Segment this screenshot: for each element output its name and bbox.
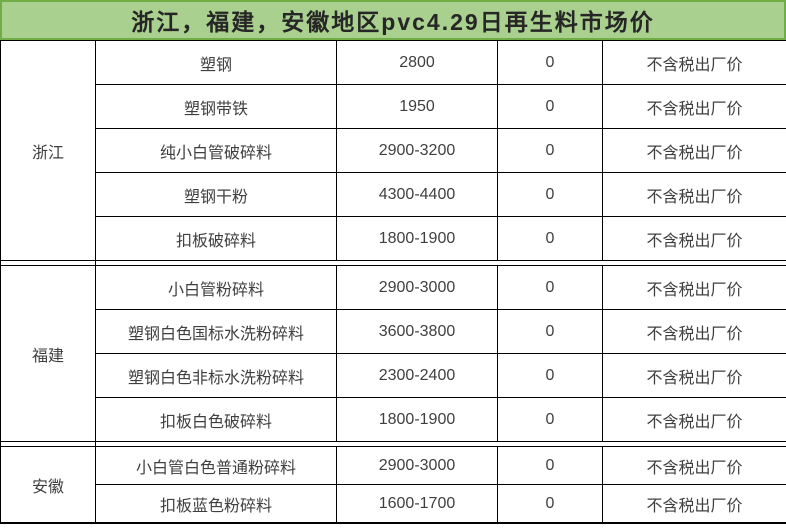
- region-cell: 福建: [0, 265, 96, 442]
- change-cell: 0: [497, 128, 603, 173]
- note-cell: 不含税出厂价: [602, 172, 786, 217]
- table-row: 塑钢干粉 4300-4400 0 不含税出厂价: [1, 172, 786, 217]
- price-cell: 1800-1900: [336, 397, 498, 442]
- table-title: 浙江，福建，安徽地区pvc4.29日再生料市场价: [0, 0, 786, 40]
- table-row: 塑钢白色非标水洗粉碎料 2300-2400 0 不含税出厂价: [1, 353, 786, 398]
- material-cell: 小白管白色普通粉碎料: [95, 446, 337, 485]
- change-cell: 0: [497, 446, 603, 485]
- change-cell: 0: [497, 265, 603, 310]
- region-cell: 浙江: [0, 40, 96, 261]
- material-cell: 塑钢: [95, 40, 337, 85]
- price-cell: 2800: [336, 40, 498, 85]
- change-cell: 0: [497, 397, 603, 442]
- material-cell: 扣板蓝色粉碎料: [95, 484, 337, 524]
- material-cell: 塑钢白色国标水洗粉碎料: [95, 309, 337, 354]
- price-cell: 1600-1700: [336, 484, 498, 524]
- note-cell: 不含税出厂价: [602, 128, 786, 173]
- group-separator-region-cell: [0, 260, 96, 266]
- change-cell: 0: [497, 216, 603, 261]
- price-table: 浙江 塑钢 2800 0 不含税出厂价 塑钢带铁 1950 0 不含税出厂价 纯小白管破碎料 290…: [0, 40, 786, 524]
- material-cell: 扣板破碎料: [95, 216, 337, 261]
- table-row: 塑钢带铁 1950 0 不含税出厂价: [1, 84, 786, 129]
- price-cell: 2900-3000: [336, 265, 498, 310]
- material-cell: 纯小白管破碎料: [95, 128, 337, 173]
- table-row: 福建 小白管粉碎料 2900-3000 0 不含税出厂价: [0, 265, 786, 442]
- table-row: 安徽 小白管白色普通粉碎料 2900-3000 0 不含税出厂价: [0, 446, 786, 524]
- change-cell: 0: [497, 353, 603, 398]
- change-cell: 0: [497, 484, 603, 524]
- note-cell: 不含税出厂价: [602, 309, 786, 354]
- price-cell: 2900-3000: [336, 446, 498, 485]
- note-cell: 不含税出厂价: [602, 265, 786, 310]
- table-row: 浙江 塑钢 2800 0 不含税出厂价: [0, 40, 786, 261]
- price-cell: 2900-3200: [336, 128, 498, 173]
- change-cell: 0: [497, 172, 603, 217]
- price-cell: 4300-4400: [336, 172, 498, 217]
- note-cell: 不含税出厂价: [602, 353, 786, 398]
- table-row: 扣板白色破碎料 1800-1900 0 不含税出厂价: [1, 397, 786, 442]
- table-row: 扣板蓝色粉碎料 1600-1700 0 不含税出厂价: [1, 484, 786, 524]
- price-cell: 1950: [336, 84, 498, 129]
- note-cell: 不含税出厂价: [602, 84, 786, 129]
- material-cell: 塑钢带铁: [95, 84, 337, 129]
- material-cell: 小白管粉碎料: [95, 265, 337, 310]
- note-cell: 不含税出厂价: [602, 40, 786, 85]
- change-cell: 0: [497, 84, 603, 129]
- price-cell: 1800-1900: [336, 216, 498, 261]
- material-cell: 塑钢白色非标水洗粉碎料: [95, 353, 337, 398]
- price-cell: 3600-3800: [336, 309, 498, 354]
- change-cell: 0: [497, 40, 603, 85]
- table-row: 塑钢白色国标水洗粉碎料 3600-3800 0 不含税出厂价: [1, 309, 786, 354]
- note-cell: 不含税出厂价: [602, 216, 786, 261]
- price-cell: 2300-2400: [336, 353, 498, 398]
- region-cell: 安徽: [0, 446, 96, 524]
- group-separator-region-cell: [0, 441, 96, 447]
- note-cell: 不含税出厂价: [602, 446, 786, 485]
- table-row: 扣板破碎料 1800-1900 0 不含税出厂价: [1, 216, 786, 261]
- change-cell: 0: [497, 309, 603, 354]
- note-cell: 不含税出厂价: [602, 397, 786, 442]
- table-row: 纯小白管破碎料 2900-3200 0 不含税出厂价: [1, 128, 786, 173]
- material-cell: 扣板白色破碎料: [95, 397, 337, 442]
- material-cell: 塑钢干粉: [95, 172, 337, 217]
- note-cell: 不含税出厂价: [602, 484, 786, 524]
